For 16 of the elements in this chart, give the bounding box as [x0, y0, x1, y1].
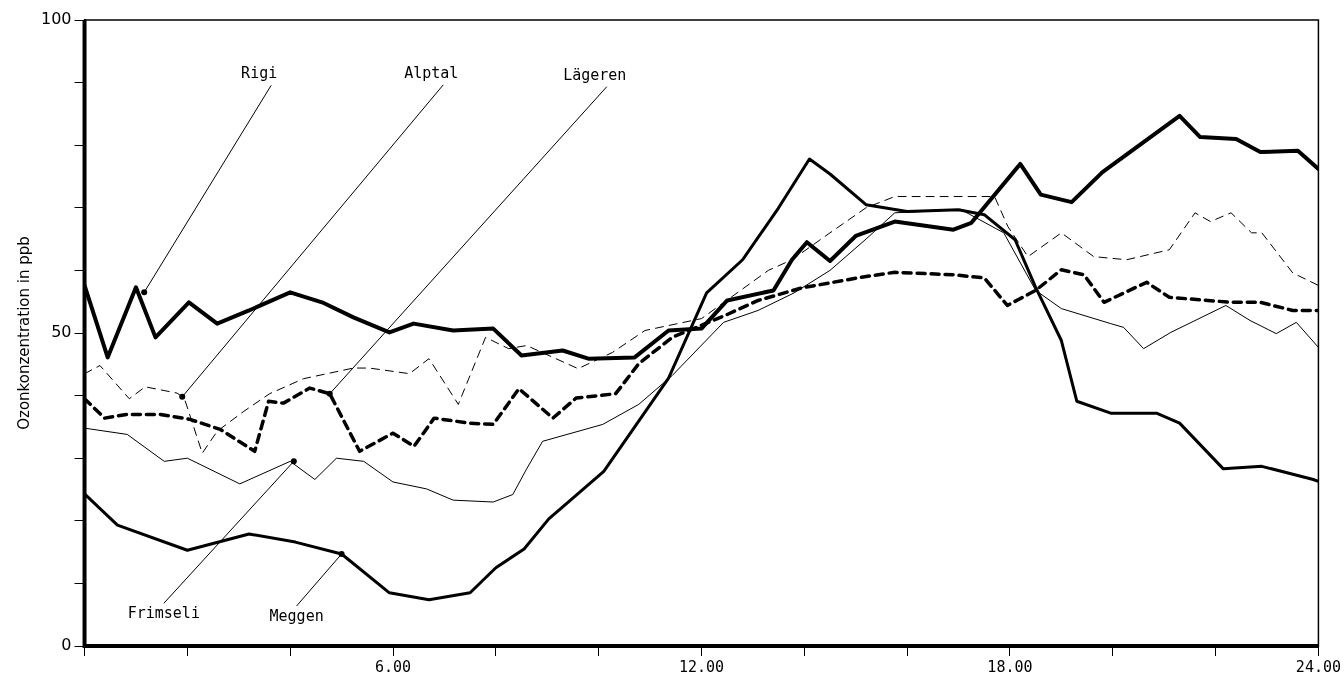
x-tick-label: 6.00	[374, 657, 412, 676]
annotation: Alptal	[404, 63, 459, 82]
y-axis-title: Ozonkonzentration in ppb	[14, 236, 33, 430]
annotation: Meggen	[269, 606, 324, 625]
y-tick-label: 0	[61, 635, 72, 655]
point	[179, 393, 186, 400]
point	[338, 550, 345, 557]
y-tick-label: 50	[51, 322, 72, 342]
annotation: Rigi	[241, 64, 278, 83]
y-tick-label: 100	[40, 9, 72, 29]
annotation: Lägeren	[563, 65, 627, 84]
x-tick-label: 18.00	[987, 657, 1033, 676]
x-tick-label: 12.00	[678, 657, 725, 676]
point	[326, 390, 333, 397]
annotation: Frimseli	[127, 604, 200, 623]
x-tick-label: 24.00	[1295, 657, 1341, 676]
